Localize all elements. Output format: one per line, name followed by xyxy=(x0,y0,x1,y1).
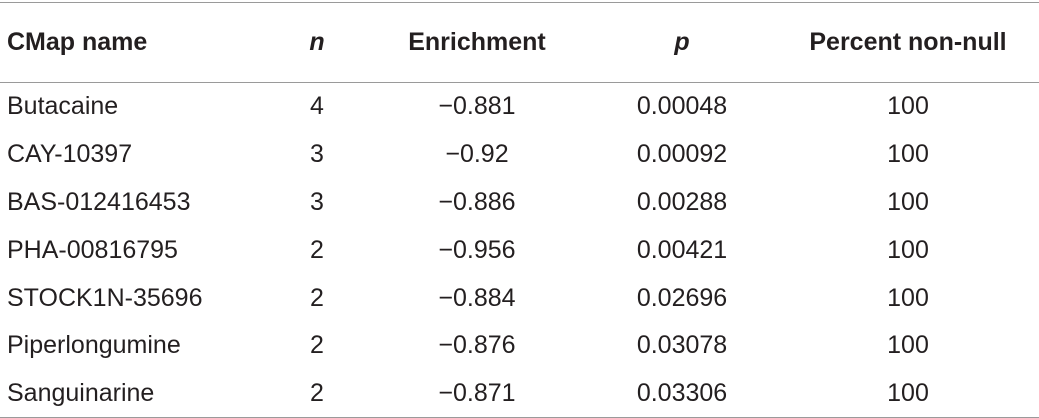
table-cell: 0.03306 xyxy=(587,369,777,418)
header-cell: Percent non-null xyxy=(777,2,1039,83)
header-row: CMap name n Enrichment p Percent non-nul… xyxy=(0,2,1039,83)
table-cell: 2 xyxy=(310,235,324,264)
table-cell: STOCK1N-35696 xyxy=(7,283,203,312)
table-cell: 2 xyxy=(267,369,367,418)
table-cell: 100 xyxy=(777,369,1039,418)
table-cell: −0.881 xyxy=(438,92,516,121)
table-cell: 3 xyxy=(310,187,324,216)
table-cell: 0.02696 xyxy=(636,283,728,312)
table-cell: −0.876 xyxy=(438,331,516,360)
table-cell: −0.886 xyxy=(438,187,516,216)
table-cell: 3 xyxy=(310,139,324,168)
table-cell: 2 xyxy=(310,283,324,312)
table-cell: 100 xyxy=(887,187,929,216)
table-row: BAS-012416453 3 −0.886 0.00288 100 xyxy=(0,178,1039,226)
table-cell: −0.871 xyxy=(367,369,587,418)
table-cell: −0.956 xyxy=(438,235,516,264)
table-cell: Sanguinarine xyxy=(0,369,267,418)
header-cell: Enrichment xyxy=(367,2,587,83)
table-cell: 100 xyxy=(887,235,929,264)
table-cell: 0.00092 xyxy=(636,139,728,168)
table-cell: 0.03078 xyxy=(636,331,728,360)
header-cell: p xyxy=(587,2,777,83)
table-cell: −0.884 xyxy=(438,283,516,312)
table-cell: Butacaine xyxy=(7,92,119,121)
table-cell: Piperlongumine xyxy=(7,331,181,360)
table-row: Piperlongumine 2 −0.876 0.03078 100 xyxy=(0,322,1039,370)
table-cell: 100 xyxy=(887,283,929,312)
table-cell: CAY-10397 xyxy=(7,139,133,168)
table-cell: 0.00048 xyxy=(636,92,728,121)
table-row: PHA-00816795 2 −0.956 0.00421 100 xyxy=(0,226,1039,274)
table-cell: PHA-00816795 xyxy=(7,235,178,264)
table-cell: 0.00421 xyxy=(636,235,728,264)
table-cell: 4 xyxy=(310,92,324,121)
table-body: Butacaine 4 −0.881 0.00048 100 CAY-10397 3 −0.9… xyxy=(0,83,1039,418)
table-cell: BAS-012416453 xyxy=(7,187,191,216)
table-cell: −0.92 xyxy=(445,139,509,168)
table-row: STOCK1N-35696 2 −0.884 0.02696 100 xyxy=(0,274,1039,322)
table-cell: 100 xyxy=(887,92,929,121)
table-cell: 100 xyxy=(887,139,929,168)
table-cell: 100 xyxy=(887,331,929,360)
table-row: CAY-10397 3 −0.92 0.00092 100 xyxy=(0,130,1039,178)
table-row: Butacaine 4 −0.881 0.00048 100 xyxy=(0,83,1039,131)
header-cell: n xyxy=(267,2,367,83)
table-cell: 0.00288 xyxy=(636,187,728,216)
header-cell: CMap name xyxy=(0,2,267,83)
table-header: CMap name n Enrichment p Percent non-nul… xyxy=(0,2,1039,83)
table-row: Sanguinarine 2 −0.871 0.03306 100 xyxy=(0,369,1039,418)
table-cell: 2 xyxy=(310,331,324,360)
